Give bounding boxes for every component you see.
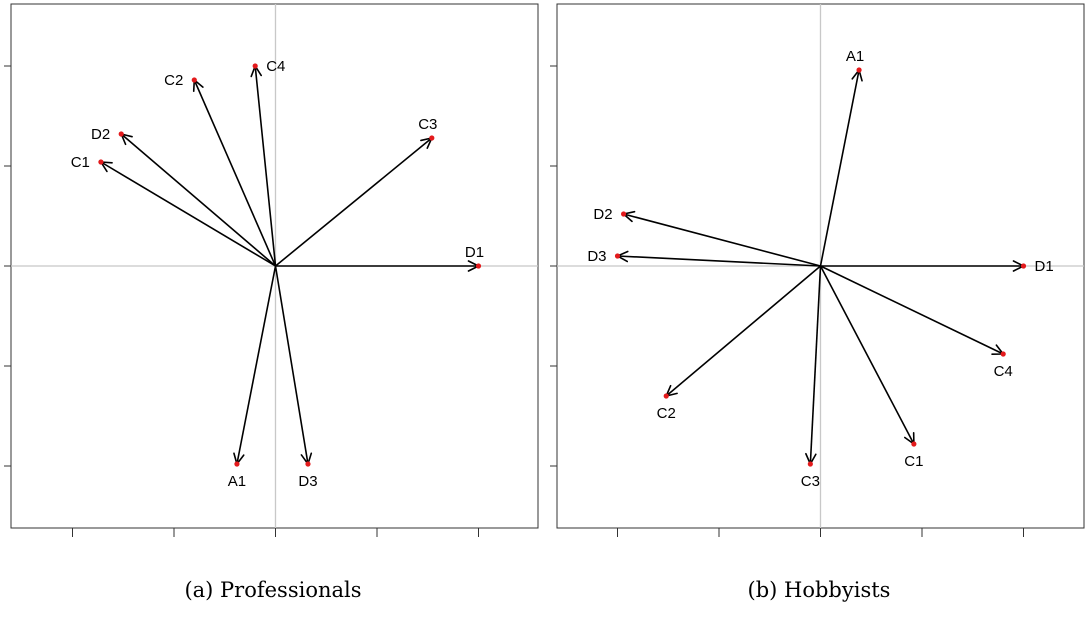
vector-a1-arrow [819,69,863,267]
vector-c4-label: C4 [266,58,285,75]
vector-c3-point [429,135,435,141]
vector-d2-arrow [120,133,277,267]
vector-d3-point [614,253,621,259]
vector-c2-point [191,77,197,83]
vector-c2-label: C2 [657,405,676,422]
vector-c2-point [663,393,669,399]
vector-d3-point [305,461,311,467]
vector-a1-point [856,67,862,73]
vector-c2-arrow [192,79,277,267]
vector-d3-arrow [274,265,313,465]
vector-c3-label: C3 [801,473,820,490]
vector-d1-point [1020,263,1027,269]
vector-d1-point [475,263,482,269]
caption-professionals: (a) Professionals [184,578,362,602]
vector-d2-point [620,211,627,217]
vector-c2-arrow [665,265,822,397]
vector-c1-point [911,441,917,447]
vector-c3-point [807,461,813,467]
vector-d2-label: D2 [91,126,110,143]
vector-d1-label: D1 [1035,258,1054,275]
vector-d2-point [118,131,124,137]
vector-d3-label: D3 [298,473,317,490]
vector-c4-point [1000,351,1006,357]
vector-c3-arrow [274,137,433,267]
vector-a1-label: A1 [846,48,864,65]
vector-c1-label: C1 [904,453,923,470]
vector-c1-label: C1 [71,154,90,171]
vector-d2-label: D2 [593,206,612,223]
vector-d2-arrow [622,210,821,267]
vector-c1-point [98,159,104,165]
vector-c3-label: C3 [418,116,437,133]
vector-c1-arrow [100,161,276,267]
vector-d3-arrow [616,250,821,267]
vector-a1-label: A1 [228,473,246,490]
vector-c2-label: C2 [164,72,183,89]
caption-hobbyists: (b) Hobbyists [747,578,891,602]
vector-d3-label: D3 [587,248,606,265]
vector-c3-arrow [805,265,822,465]
vector-c4-point [252,63,258,69]
vector-c4-label: C4 [994,363,1013,380]
panel-hobbyists: A1 D2 D3 D1 C4 C2 C3 C1 [550,3,1085,537]
vector-c4-arrow [250,65,277,267]
vector-c1-arrow [819,265,915,445]
vector-d1-label: D1 [465,244,484,261]
vector-a1-point [234,461,240,467]
vector-a1-arrow [233,265,277,465]
vector-c4-arrow [820,265,1005,355]
